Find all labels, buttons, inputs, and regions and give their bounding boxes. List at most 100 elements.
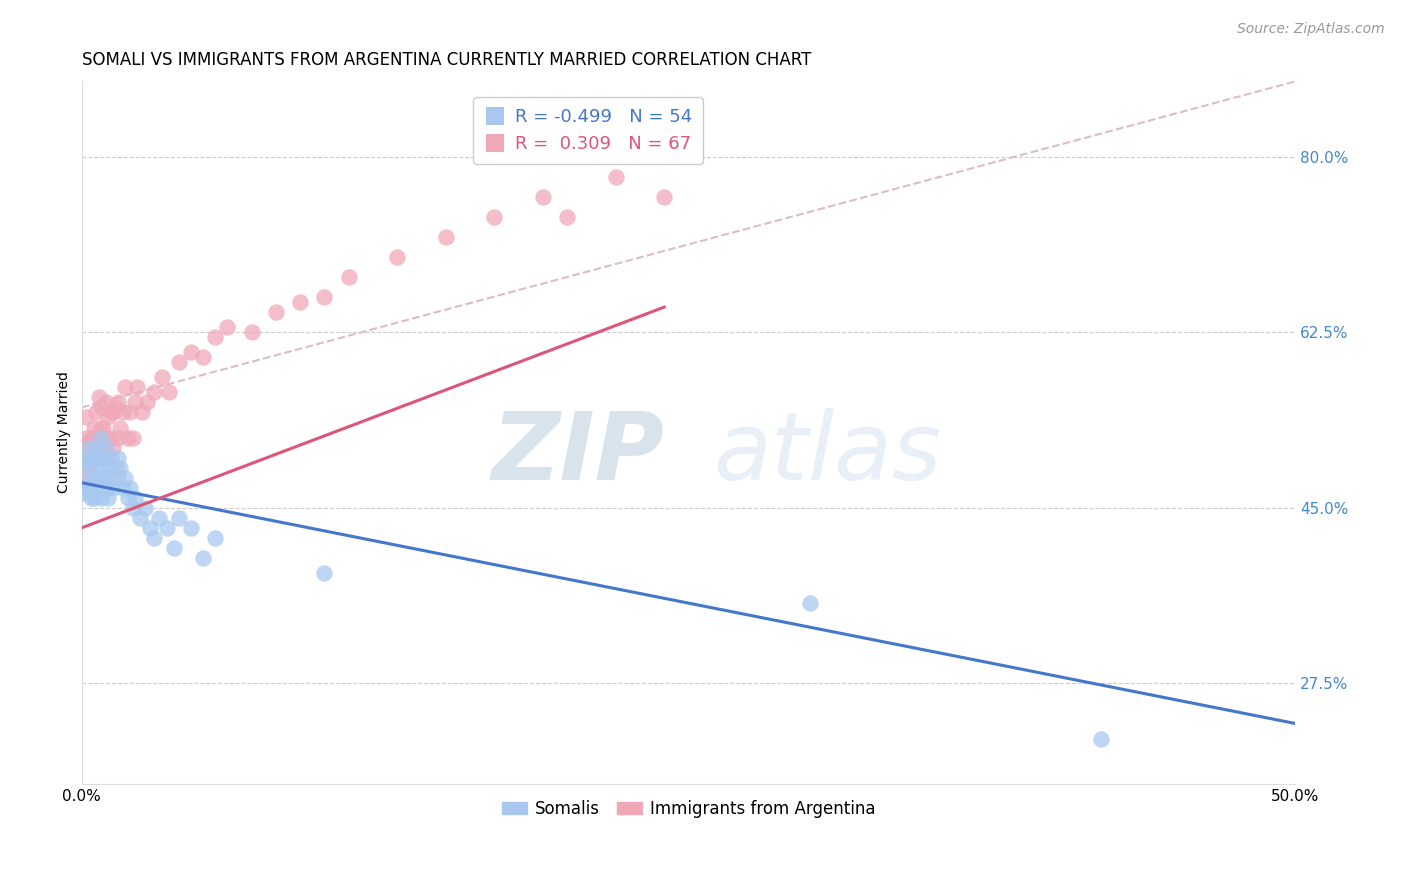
Point: [107, 431, 129, 445]
Point: [90, 401, 112, 415]
Point: [111, 481, 134, 495]
Point: [77, 471, 100, 485]
Y-axis label: Currently Married: Currently Married: [58, 372, 72, 493]
Point: [150, 370, 173, 384]
Point: [100, 405, 122, 419]
Point: [94, 481, 117, 495]
Point: [75, 481, 97, 495]
Point: [104, 460, 127, 475]
Point: [84, 450, 107, 465]
Point: [120, 481, 142, 495]
Legend: Somalis, Immigrants from Argentina: Somalis, Immigrants from Argentina: [495, 793, 882, 824]
Point: [180, 345, 202, 359]
Point: [180, 521, 202, 535]
Point: [117, 491, 139, 505]
Point: [80, 456, 103, 470]
Point: [87, 471, 110, 485]
Point: [75, 450, 97, 465]
Point: [143, 531, 166, 545]
Point: [84, 405, 107, 419]
Point: [101, 441, 124, 455]
Point: [97, 450, 120, 465]
Point: [93, 450, 115, 465]
Point: [167, 355, 190, 369]
Point: [87, 450, 110, 465]
Point: [100, 450, 122, 465]
Point: [484, 210, 506, 224]
Point: [217, 320, 239, 334]
Point: [148, 511, 170, 525]
Text: Source: ZipAtlas.com: Source: ZipAtlas.com: [1237, 22, 1385, 37]
Text: ZIP: ZIP: [491, 408, 664, 500]
Point: [110, 460, 132, 475]
Point: [90, 435, 112, 450]
Point: [94, 431, 117, 445]
Point: [77, 445, 100, 459]
Point: [155, 521, 177, 535]
Point: [555, 210, 578, 224]
Point: [90, 491, 112, 505]
Point: [83, 431, 105, 445]
Point: [387, 250, 409, 264]
Point: [204, 330, 226, 344]
Point: [80, 491, 103, 505]
Point: [288, 295, 311, 310]
Point: [83, 450, 105, 465]
Point: [1090, 731, 1112, 746]
Point: [314, 290, 336, 304]
Point: [191, 551, 214, 566]
Point: [93, 420, 115, 434]
Point: [87, 431, 110, 445]
Point: [80, 450, 103, 465]
Point: [157, 385, 180, 400]
Point: [94, 395, 117, 409]
Point: [114, 380, 136, 394]
Point: [100, 471, 122, 485]
Point: [101, 481, 124, 495]
Point: [84, 481, 107, 495]
Point: [100, 431, 122, 445]
Point: [90, 420, 112, 434]
Point: [120, 405, 142, 419]
Point: [90, 460, 112, 475]
Point: [110, 420, 132, 434]
Point: [127, 380, 149, 394]
Point: [124, 491, 146, 505]
Point: [75, 410, 97, 425]
Point: [117, 431, 139, 445]
Point: [107, 471, 129, 485]
Point: [121, 431, 143, 445]
Point: [191, 351, 214, 365]
Point: [84, 435, 107, 450]
Point: [531, 190, 554, 204]
Point: [104, 401, 127, 415]
Point: [80, 460, 103, 475]
Point: [134, 500, 156, 515]
Point: [84, 441, 107, 455]
Point: [80, 450, 103, 465]
Point: [93, 450, 115, 465]
Point: [73, 475, 96, 490]
Point: [75, 431, 97, 445]
Point: [73, 456, 96, 470]
Point: [90, 431, 112, 445]
Point: [77, 435, 100, 450]
Point: [240, 325, 263, 339]
Point: [75, 460, 97, 475]
Point: [114, 471, 136, 485]
Point: [77, 471, 100, 485]
Point: [799, 596, 821, 610]
Point: [131, 405, 153, 419]
Point: [264, 305, 287, 319]
Point: [87, 391, 110, 405]
Point: [83, 450, 105, 465]
Point: [83, 491, 105, 505]
Point: [77, 481, 100, 495]
Point: [314, 566, 336, 580]
Point: [73, 450, 96, 465]
Point: [107, 395, 129, 409]
Point: [163, 541, 186, 555]
Point: [80, 431, 103, 445]
Point: [77, 441, 100, 455]
Point: [138, 521, 160, 535]
